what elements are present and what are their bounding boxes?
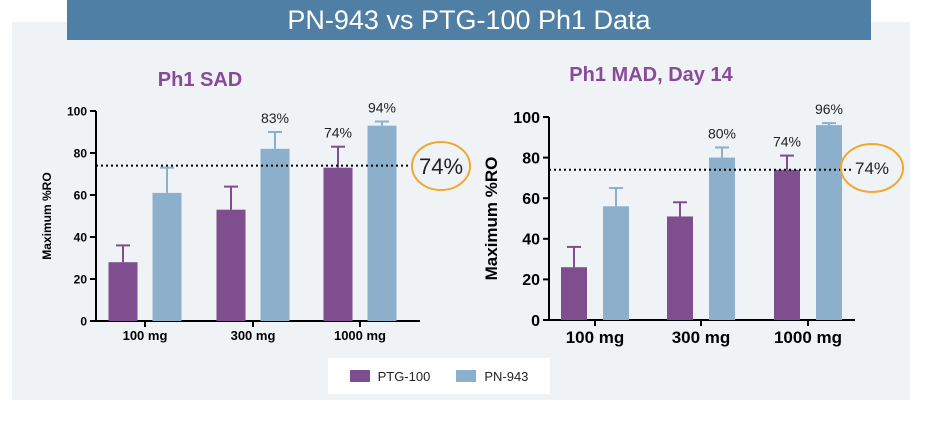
- data-label: 74%: [773, 134, 801, 150]
- bar-ptg: [774, 169, 800, 320]
- bar-ptg: [216, 209, 246, 321]
- y-axis-label: Maximum %RO: [40, 172, 54, 259]
- y-tick-label: 40: [522, 232, 540, 249]
- x-tick-label: 100 mg: [566, 328, 625, 347]
- bar-pn: [709, 157, 735, 320]
- y-tick-label: 20: [74, 272, 88, 286]
- bar-ptg: [561, 267, 587, 320]
- bar-ptg: [108, 262, 138, 321]
- bar-pn: [260, 148, 290, 321]
- data-label: 83%: [261, 110, 289, 126]
- x-tick-label: 100 mg: [123, 328, 168, 343]
- data-label: 96%: [815, 101, 843, 117]
- y-tick-label: 100: [67, 104, 87, 118]
- reference-label: 74%: [855, 159, 889, 178]
- y-tick-label: 0: [531, 313, 540, 330]
- bar-pn: [367, 125, 397, 321]
- legend-label-ptg: PTG-100: [377, 368, 431, 384]
- x-tick-label: 1000 mg: [774, 328, 842, 347]
- x-tick-label: 300 mg: [672, 328, 731, 347]
- chart-title: Ph1 MAD, Day 14: [569, 64, 733, 86]
- chart-title: Ph1 SAD: [158, 69, 242, 91]
- bar-pn: [152, 192, 182, 321]
- legend-swatch-pn: [456, 370, 477, 382]
- bar-pn: [603, 206, 629, 320]
- y-tick-label: 60: [74, 188, 88, 202]
- page-title: PN-943 vs PTG-100 Ph1 Data: [67, 0, 871, 40]
- data-label: 80%: [708, 125, 736, 141]
- reference-label: 74%: [419, 154, 463, 179]
- y-tick-label: 80: [522, 150, 540, 167]
- y-axis-label: Maximum %RO: [482, 157, 501, 281]
- bar-pn: [816, 125, 842, 321]
- bar-ptg: [323, 167, 353, 321]
- data-label: 94%: [368, 100, 396, 116]
- legend-label-pn: PN-943: [484, 368, 529, 384]
- y-tick-label: 0: [80, 314, 87, 328]
- reference-highlight: [411, 141, 471, 191]
- y-tick-label: 20: [522, 272, 540, 289]
- legend-swatch-ptg: [349, 370, 370, 382]
- data-label: 74%: [324, 125, 352, 141]
- legend: PTG-100 PN-943: [328, 358, 550, 394]
- y-tick-label: 60: [522, 191, 540, 208]
- legend-item-pn: PN-943: [456, 369, 528, 384]
- x-tick-label: 300 mg: [231, 328, 276, 343]
- bar-ptg: [667, 216, 693, 320]
- reference-highlight: [840, 143, 904, 193]
- legend-item-ptg: PTG-100: [349, 368, 431, 384]
- y-tick-label: 80: [74, 146, 88, 160]
- x-tick-label: 1000 mg: [334, 328, 386, 343]
- y-tick-label: 40: [74, 230, 88, 244]
- y-tick-label: 100: [513, 110, 540, 127]
